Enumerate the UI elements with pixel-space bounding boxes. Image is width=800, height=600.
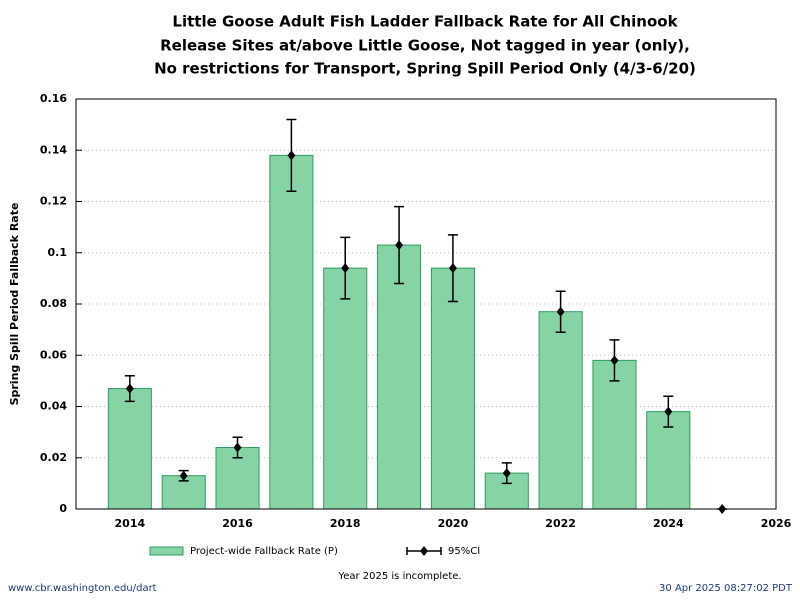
timestamp: 30 Apr 2025 08:27:02 PDT bbox=[659, 583, 793, 594]
bar bbox=[323, 267, 368, 510]
point bbox=[341, 263, 350, 274]
point bbox=[395, 240, 404, 251]
y-tick-label: 0.14 bbox=[40, 143, 67, 156]
point bbox=[448, 263, 457, 274]
chart-title: Release Sites at/above Little Goose, Not… bbox=[160, 37, 690, 55]
y-axis-label: Spring Spill Period Fallback Rate bbox=[8, 203, 21, 406]
point bbox=[125, 383, 134, 394]
x-tick-label: 2018 bbox=[330, 517, 361, 530]
x-tick-label: 2026 bbox=[761, 517, 792, 530]
bar bbox=[538, 311, 583, 510]
x-tick-label: 2020 bbox=[438, 517, 469, 530]
y-tick-label: 0.02 bbox=[40, 451, 67, 464]
plot-frame bbox=[75, 98, 777, 510]
point bbox=[556, 306, 565, 317]
note: Year 2025 is incomplete. bbox=[337, 571, 461, 582]
point bbox=[610, 355, 619, 366]
legend-label: Project-wide Fallback Rate (P) bbox=[190, 546, 338, 557]
x-tick-label: 2022 bbox=[545, 517, 576, 530]
bar bbox=[269, 154, 314, 510]
bar bbox=[377, 244, 422, 510]
y-tick-label: 0.16 bbox=[40, 92, 67, 105]
chart-title: Little Goose Adult Fish Ladder Fallback … bbox=[172, 13, 678, 31]
point bbox=[664, 406, 673, 417]
chart-title: No restrictions for Transport, Spring Sp… bbox=[154, 60, 696, 78]
y-tick-label: 0.04 bbox=[40, 400, 67, 413]
point bbox=[179, 470, 188, 481]
bar bbox=[430, 267, 475, 510]
legend-swatch bbox=[420, 546, 428, 556]
point bbox=[502, 468, 511, 479]
x-tick-label: 2016 bbox=[222, 517, 253, 530]
legend-label: 95%CI bbox=[448, 546, 480, 557]
point bbox=[233, 442, 242, 453]
y-tick-label: 0.08 bbox=[40, 297, 67, 310]
y-tick-label: 0.06 bbox=[40, 348, 67, 361]
y-tick-label: 0 bbox=[59, 502, 67, 515]
y-tick-label: 0.12 bbox=[40, 195, 67, 208]
source: www.cbr.washington.edu/dart bbox=[8, 583, 157, 594]
y-tick-label: 0.1 bbox=[48, 246, 68, 259]
bar bbox=[107, 388, 152, 510]
point bbox=[287, 150, 296, 161]
bar bbox=[592, 359, 637, 510]
x-tick-label: 2024 bbox=[653, 517, 684, 530]
x-tick-label: 2014 bbox=[115, 517, 146, 530]
bar bbox=[646, 411, 691, 510]
legend-swatch bbox=[149, 546, 184, 556]
